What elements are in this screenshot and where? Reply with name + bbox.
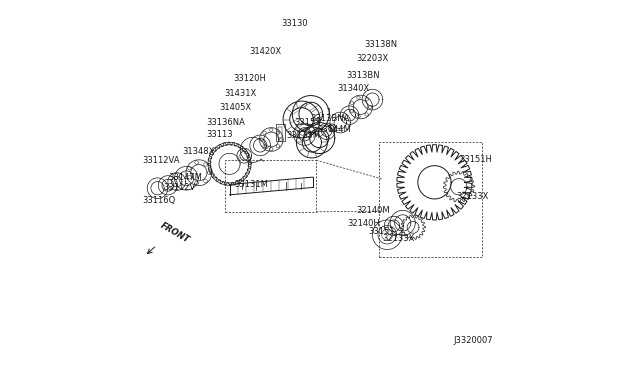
Text: 33116Q: 33116Q bbox=[143, 196, 176, 205]
Text: 33113: 33113 bbox=[206, 130, 233, 139]
Text: 31431X: 31431X bbox=[225, 89, 257, 98]
Bar bbox=[278, 127, 282, 138]
Text: 32140M: 32140M bbox=[356, 206, 390, 215]
Text: 33151H: 33151H bbox=[459, 155, 492, 164]
Text: 31405X: 31405X bbox=[220, 103, 252, 112]
Text: 32140H: 32140H bbox=[348, 219, 380, 228]
Text: 32133X: 32133X bbox=[382, 234, 415, 243]
Text: 33151: 33151 bbox=[368, 227, 394, 236]
Bar bbox=[276, 124, 285, 141]
Text: J3320007: J3320007 bbox=[454, 336, 493, 345]
Text: 33153: 33153 bbox=[294, 118, 321, 127]
Text: 3313BN: 3313BN bbox=[346, 71, 380, 80]
Text: FRONT: FRONT bbox=[159, 221, 191, 245]
Text: 33112V: 33112V bbox=[163, 183, 195, 192]
Text: 33131M: 33131M bbox=[234, 180, 268, 189]
Text: 32133X: 32133X bbox=[456, 192, 489, 201]
Text: 33138N: 33138N bbox=[364, 41, 397, 49]
Text: 31340X: 31340X bbox=[338, 84, 370, 93]
Text: 33136NA: 33136NA bbox=[206, 118, 245, 127]
Text: 33112VA: 33112VA bbox=[142, 155, 180, 165]
Text: 31348X: 31348X bbox=[182, 147, 215, 156]
Text: 33133M: 33133M bbox=[287, 131, 321, 140]
Text: 3313BNA: 3313BNA bbox=[310, 114, 350, 123]
Text: 33120H: 33120H bbox=[233, 74, 266, 83]
Text: 31420X: 31420X bbox=[249, 47, 281, 56]
Text: 33130: 33130 bbox=[281, 19, 308, 28]
Text: 33147M: 33147M bbox=[168, 173, 202, 182]
Text: 33144M: 33144M bbox=[318, 125, 351, 134]
Text: 32203X: 32203X bbox=[356, 54, 388, 64]
